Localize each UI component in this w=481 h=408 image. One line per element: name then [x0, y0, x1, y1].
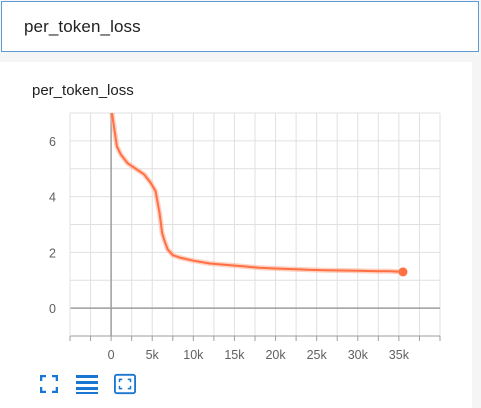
toggle-y-log-button[interactable] [76, 373, 98, 395]
y-tick-label: 2 [49, 246, 56, 260]
toggle-y-log-icon [76, 375, 98, 394]
x-tick-label: 5k [146, 348, 160, 362]
series-end-point [398, 267, 408, 277]
chart-card-title: per_token_loss [32, 82, 134, 99]
tag-filter-input[interactable]: per_token_loss [1, 1, 479, 52]
x-tick-label: 15k [224, 348, 245, 362]
y-tick-label: 4 [49, 191, 56, 205]
x-tick-label: 10k [183, 348, 204, 362]
x-tick-label: 35k [389, 348, 410, 362]
chart-card [0, 62, 472, 408]
fit-domain-button[interactable] [114, 373, 136, 395]
series-line [110, 113, 404, 273]
x-tick-label: 0 [108, 348, 115, 362]
chart-toolbar [38, 373, 152, 395]
fit-domain-icon [114, 373, 136, 395]
fullscreen-button[interactable] [38, 373, 60, 395]
fullscreen-icon [40, 375, 58, 393]
tag-filter-value: per_token_loss [24, 17, 141, 36]
x-tick-label: 20k [265, 348, 286, 362]
x-tick-label: 25k [307, 348, 328, 362]
y-tick-label: 0 [49, 302, 56, 316]
x-tick-label: 30k [348, 348, 369, 362]
y-tick-label: 6 [49, 135, 56, 149]
